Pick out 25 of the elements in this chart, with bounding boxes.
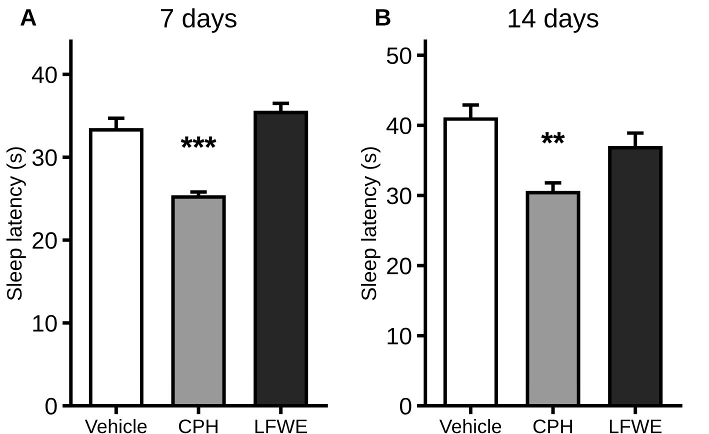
- annotation: ***: [180, 136, 216, 148]
- x-tick-label: LFWE: [255, 420, 308, 434]
- x-tick-label: CPH: [178, 420, 218, 434]
- x-tick-label: Vehicle: [439, 418, 502, 434]
- chart-title: 14 days: [508, 8, 598, 33]
- x-tick-label: LFWE: [610, 420, 662, 434]
- y-tick-label: 20: [387, 258, 412, 274]
- y-tick-label: 10: [388, 328, 412, 344]
- y-tick-label: 0: [46, 398, 57, 415]
- y-tick-label: 30: [32, 149, 57, 166]
- text: A: [20, 9, 36, 26]
- chart-title: 7 days: [161, 8, 236, 33]
- y-tick-label: 50: [386, 47, 412, 64]
- annotation: **: [541, 132, 565, 144]
- x-tick-label: Vehicle: [84, 418, 147, 434]
- y-tick-label: 0: [400, 398, 412, 415]
- y-axis-title: Sleep latency (s): [6, 147, 26, 300]
- text: B: [376, 9, 390, 26]
- y-tick-label: 10: [33, 315, 57, 332]
- y-tick-label: 30: [386, 188, 412, 204]
- x-tick-label: CPH: [533, 420, 572, 434]
- y-tick-label: 20: [32, 232, 57, 249]
- y-axis-title: Sleep latency (s): [360, 147, 380, 300]
- y-tick-label: 40: [32, 66, 57, 84]
- y-tick-label: 40: [386, 117, 412, 134]
